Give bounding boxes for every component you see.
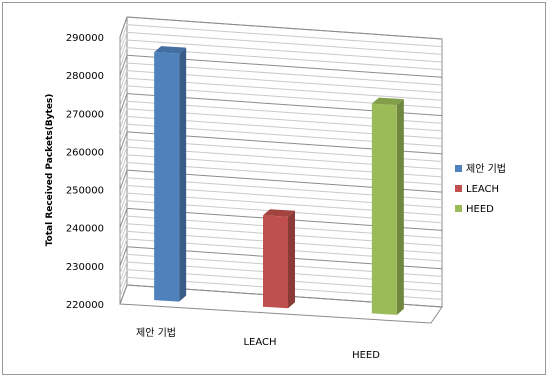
gridline-side bbox=[119, 254, 128, 274]
gridline-side bbox=[119, 177, 128, 198]
bar-top bbox=[154, 46, 187, 54]
gridline-side bbox=[119, 231, 128, 251]
gridline bbox=[126, 31, 443, 55]
category-label: LEACH bbox=[243, 337, 276, 348]
gridline-side bbox=[119, 101, 128, 122]
gridline-side bbox=[119, 261, 128, 282]
legend-swatch bbox=[455, 185, 462, 192]
gridline-side bbox=[119, 78, 128, 99]
gridline bbox=[126, 39, 443, 63]
bars bbox=[154, 46, 404, 315]
gridline-side bbox=[119, 47, 128, 68]
category-label: 제안 기법 bbox=[136, 327, 176, 339]
gridline-side bbox=[119, 85, 128, 106]
y-tick-label: 240000 bbox=[66, 224, 104, 235]
y-tick-label: 220000 bbox=[66, 300, 104, 311]
gridline-side bbox=[119, 215, 128, 236]
x-axis-categories: 제안 기법 LEACH HEED bbox=[136, 327, 380, 361]
gridline-side bbox=[119, 108, 128, 129]
bar-side bbox=[179, 47, 187, 302]
gridline-side bbox=[119, 124, 128, 144]
legend-swatch bbox=[455, 205, 462, 212]
gridline-side bbox=[119, 39, 128, 61]
y-tick-label: 270000 bbox=[66, 109, 104, 120]
gridline-side bbox=[119, 116, 128, 137]
gridline-side bbox=[119, 277, 128, 297]
gridline-side bbox=[119, 70, 128, 91]
bar-side bbox=[396, 99, 404, 315]
gridline-side bbox=[119, 208, 128, 228]
bar bbox=[154, 46, 187, 302]
gridline-side bbox=[119, 246, 128, 267]
bar-top bbox=[371, 97, 404, 106]
y-tick-label: 260000 bbox=[66, 147, 104, 158]
gridline-side bbox=[119, 24, 128, 45]
y-tick-label: 280000 bbox=[66, 71, 104, 82]
side-wall bbox=[119, 16, 128, 305]
gridline-side bbox=[119, 62, 128, 83]
gridline-side bbox=[119, 200, 128, 221]
gridline-side bbox=[119, 93, 128, 114]
legend-label: HEED bbox=[466, 204, 494, 215]
gridline-side bbox=[119, 169, 128, 190]
y-axis-label: Total Received Packets(Bytes) bbox=[45, 94, 55, 247]
bar bbox=[263, 209, 295, 309]
gridline-side bbox=[119, 192, 128, 213]
bar-front bbox=[263, 215, 288, 309]
gridline bbox=[126, 16, 443, 40]
legend-label: LEACH bbox=[466, 184, 499, 195]
gridline-side bbox=[119, 131, 128, 152]
gridline-side bbox=[119, 269, 128, 289]
gridline-side bbox=[119, 55, 128, 76]
gridline-side bbox=[119, 223, 128, 244]
gridline-side bbox=[119, 284, 128, 305]
gridline-side bbox=[119, 185, 128, 205]
gridline-side bbox=[119, 238, 128, 259]
gridline-side bbox=[119, 16, 128, 38]
bar-front bbox=[154, 52, 180, 302]
bar bbox=[371, 97, 404, 315]
y-axis-ticks: 290000 280000 270000 260000 250000 240000 2300… bbox=[66, 33, 104, 311]
y-tick-label: 250000 bbox=[66, 186, 104, 197]
y-tick-label: 290000 bbox=[66, 33, 104, 44]
gridline bbox=[126, 24, 443, 48]
bar-front bbox=[371, 103, 397, 315]
legend-label: 제안 기법 bbox=[466, 163, 506, 175]
gridline-side bbox=[119, 154, 128, 175]
bar-side bbox=[288, 210, 295, 309]
gridline-side bbox=[119, 139, 128, 160]
gridline-side bbox=[119, 147, 128, 167]
y-tick-label: 230000 bbox=[66, 262, 104, 273]
bar-top bbox=[263, 209, 295, 217]
gridline-side bbox=[119, 162, 128, 183]
gridline-side bbox=[119, 32, 128, 53]
legend-swatch bbox=[455, 165, 462, 172]
category-label: HEED bbox=[352, 350, 380, 361]
legend: 제안 기법 LEACH HEED bbox=[455, 163, 506, 215]
